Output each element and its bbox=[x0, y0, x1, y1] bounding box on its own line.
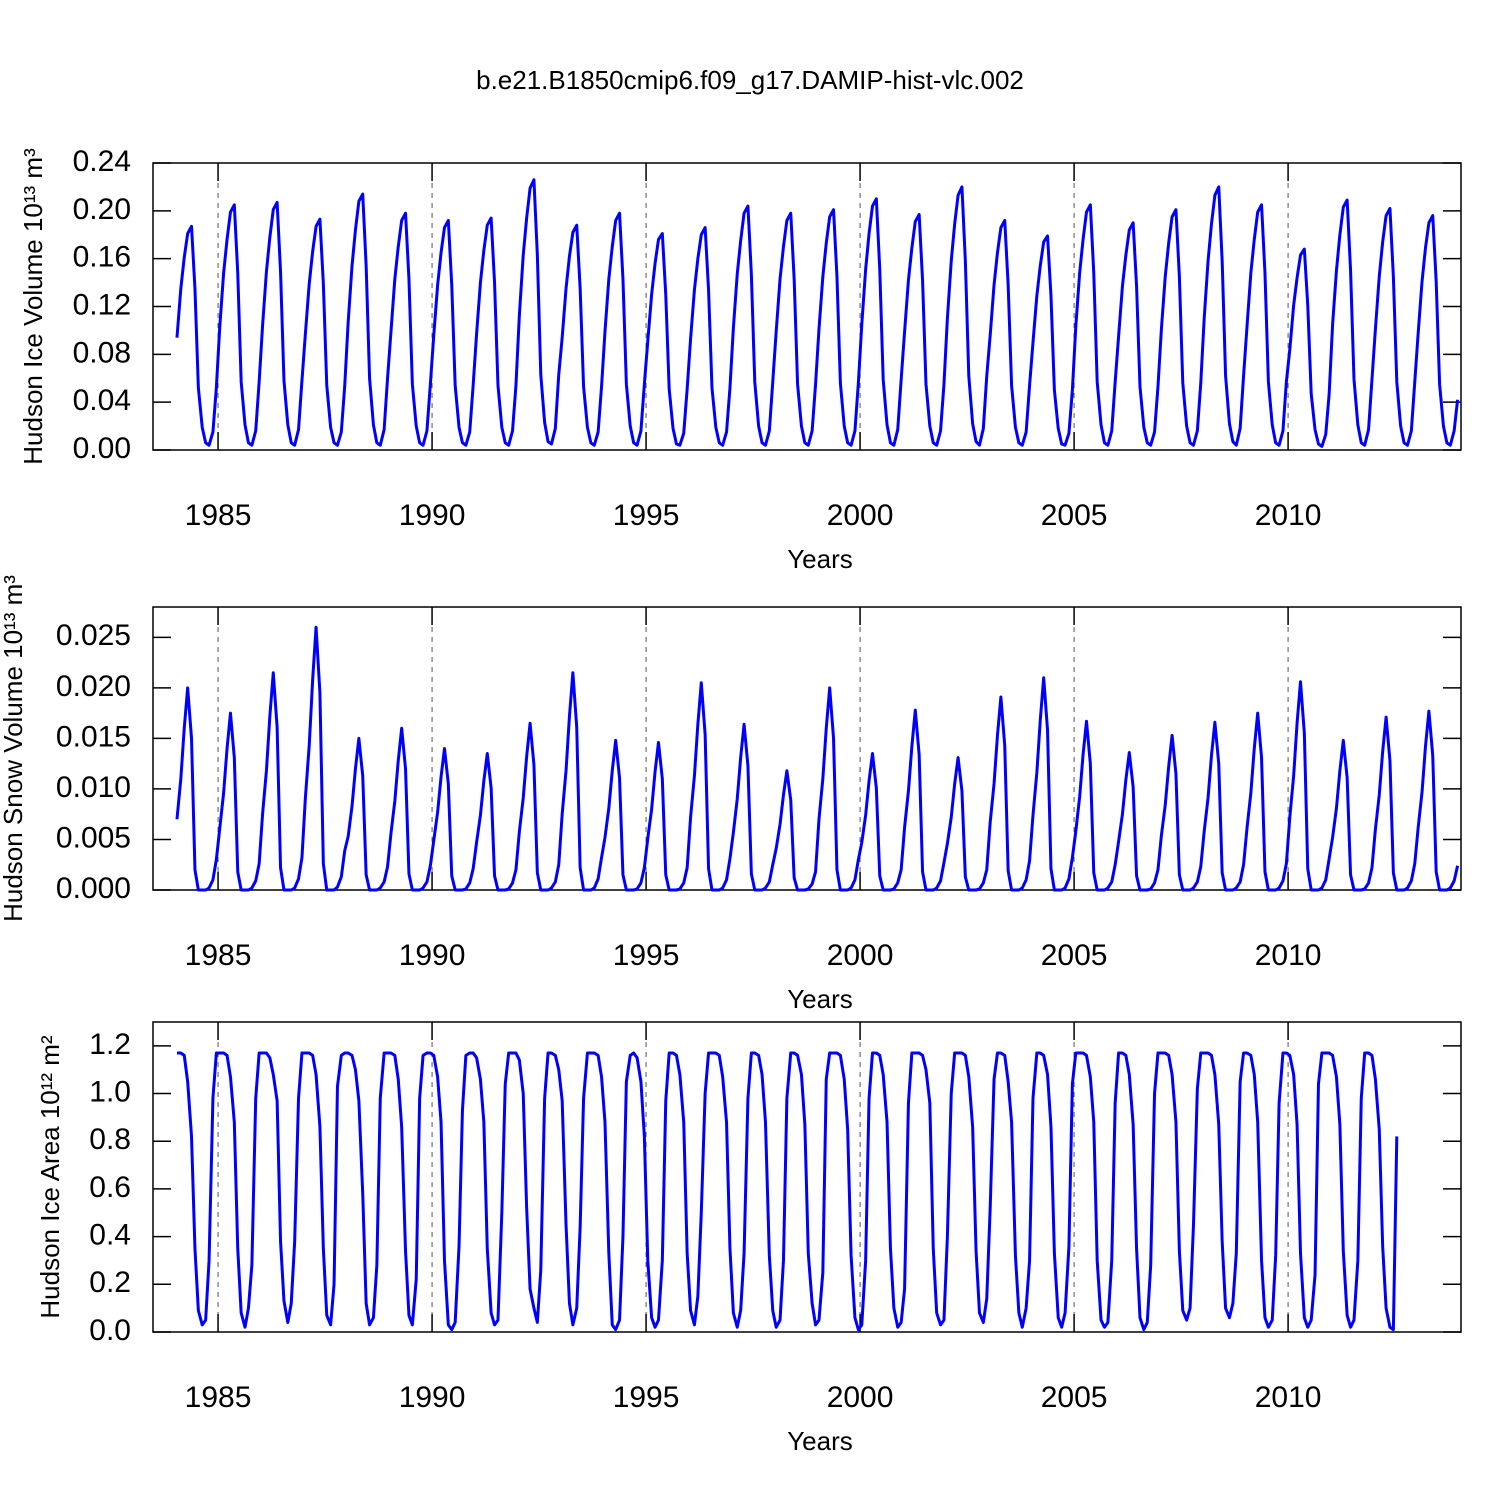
y-tick-label: 0.025 bbox=[56, 619, 131, 652]
x-tick-label: 2010 bbox=[1255, 1381, 1322, 1414]
x-axis-title: Years bbox=[787, 544, 853, 574]
y-axis-title: Hudson Ice Area 10¹² m² bbox=[35, 1035, 65, 1319]
y-tick-label: 1.2 bbox=[89, 1028, 131, 1061]
x-tick-label: 2000 bbox=[827, 939, 894, 972]
y-tick-label: 0.00 bbox=[73, 432, 131, 465]
x-tick-label: 1990 bbox=[399, 1381, 466, 1414]
y-axis-title: Hudson Ice Volume 10¹³ m³ bbox=[18, 148, 48, 465]
y-tick-label: 0.04 bbox=[73, 384, 131, 417]
chart-title: b.e21.B1850cmip6.f09_g17.DAMIP-hist-vlc.… bbox=[476, 65, 1024, 95]
x-tick-label: 2000 bbox=[827, 1381, 894, 1414]
x-tick-label: 1990 bbox=[399, 939, 466, 972]
y-tick-label: 0.8 bbox=[89, 1123, 131, 1156]
x-tick-label: 1985 bbox=[185, 939, 252, 972]
x-axis-title: Years bbox=[787, 1426, 853, 1456]
x-tick-label: 2010 bbox=[1255, 499, 1322, 532]
x-tick-label: 2005 bbox=[1041, 499, 1108, 532]
x-tick-label: 1995 bbox=[613, 499, 680, 532]
y-tick-label: 0.12 bbox=[73, 288, 131, 321]
x-tick-label: 1985 bbox=[185, 499, 252, 532]
x-tick-label: 1995 bbox=[613, 939, 680, 972]
data-line bbox=[176, 1051, 1399, 1332]
y-tick-label: 0.4 bbox=[89, 1219, 131, 1252]
y-axis-title: Hudson Snow Volume 10¹³ m³ bbox=[0, 575, 28, 922]
y-tick-label: 0.015 bbox=[56, 720, 131, 753]
y-tick-label: 0.24 bbox=[73, 145, 131, 178]
y-tick-label: 0.2 bbox=[89, 1266, 131, 1299]
x-tick-label: 1985 bbox=[185, 1381, 252, 1414]
y-tick-label: 0.005 bbox=[56, 821, 131, 854]
x-tick-label: 2010 bbox=[1255, 939, 1322, 972]
y-tick-label: 0.000 bbox=[56, 872, 131, 905]
x-tick-label: 2005 bbox=[1041, 939, 1108, 972]
x-tick-label: 2000 bbox=[827, 499, 894, 532]
y-tick-label: 1.0 bbox=[89, 1075, 131, 1108]
y-tick-label: 0.020 bbox=[56, 670, 131, 703]
y-tick-label: 0.6 bbox=[89, 1171, 131, 1204]
y-tick-label: 0.010 bbox=[56, 771, 131, 804]
x-tick-label: 1995 bbox=[613, 1381, 680, 1414]
data-line bbox=[175, 178, 1460, 448]
x-tick-label: 1990 bbox=[399, 499, 466, 532]
y-tick-label: 0.0 bbox=[89, 1314, 131, 1347]
x-axis-title: Years bbox=[787, 984, 853, 1014]
plot-frame bbox=[152, 1021, 1462, 1333]
y-tick-label: 0.08 bbox=[73, 336, 131, 369]
y-tick-label: 0.20 bbox=[73, 193, 131, 226]
y-tick-label: 0.16 bbox=[73, 241, 131, 274]
data-line bbox=[175, 625, 1460, 892]
x-tick-label: 2005 bbox=[1041, 1381, 1108, 1414]
